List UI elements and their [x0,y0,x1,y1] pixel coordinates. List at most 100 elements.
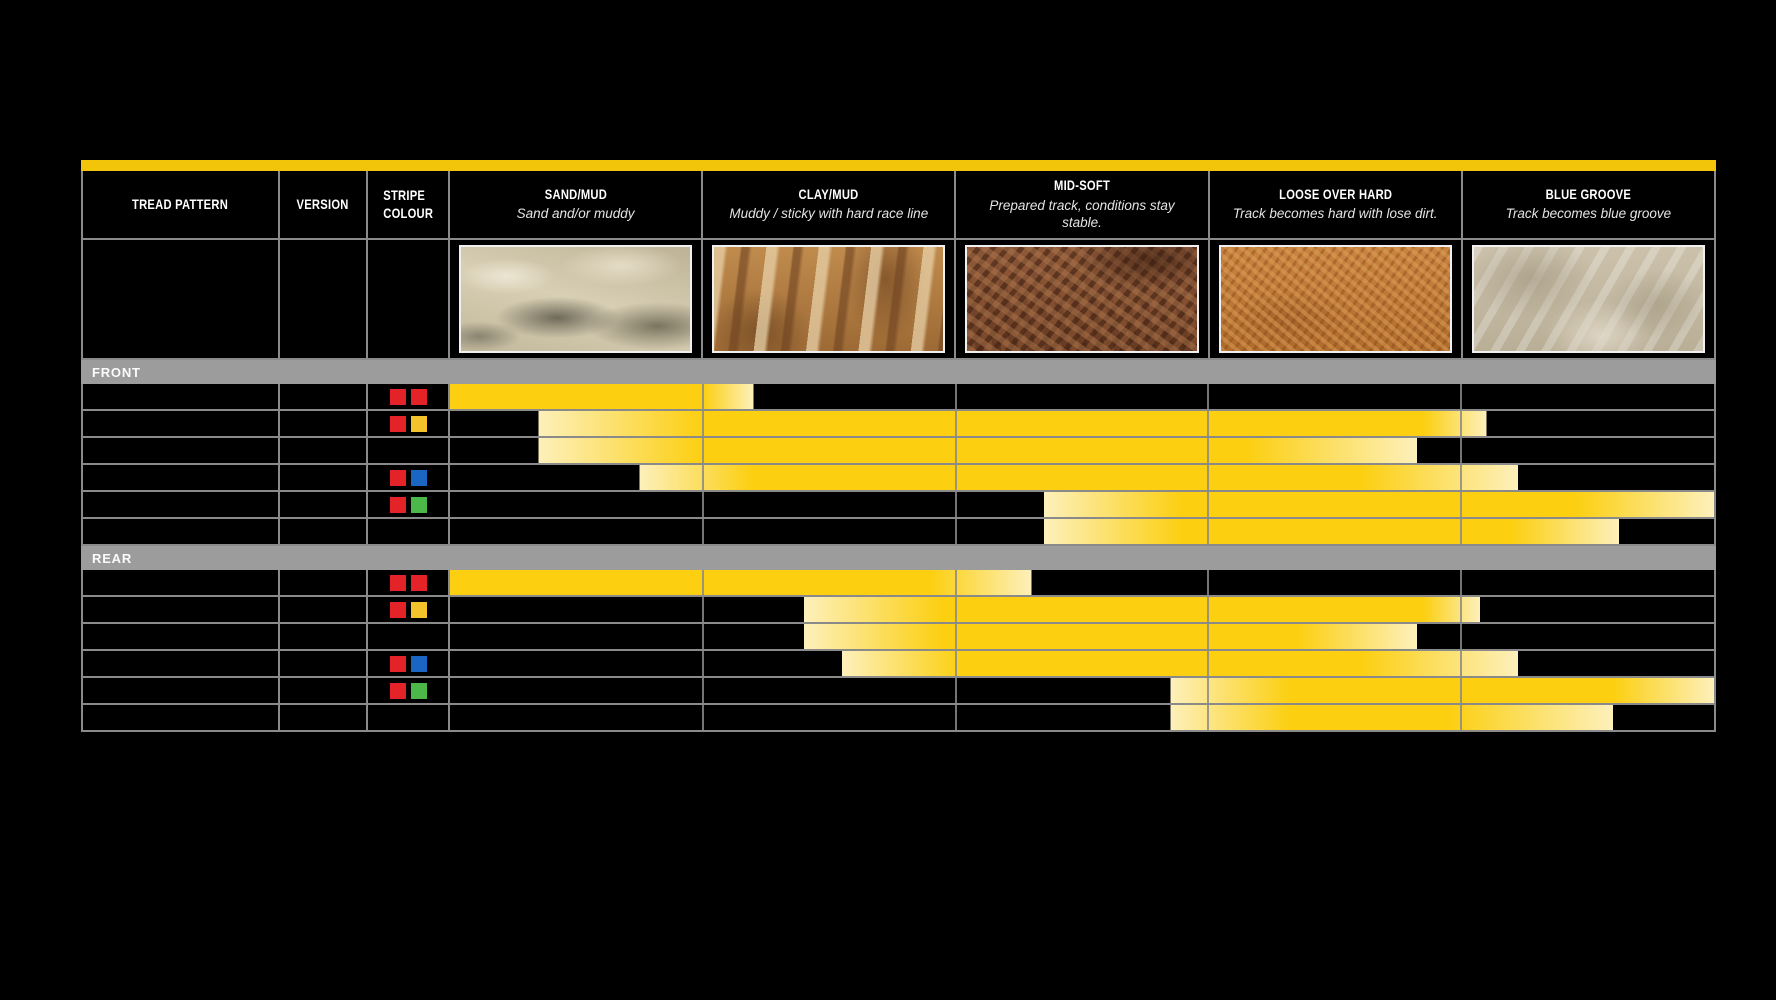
column-gridline [701,411,704,436]
column-gridline [954,465,957,490]
terrain-photo-cells [450,240,1714,358]
section-label: REAR [92,550,133,566]
tread-pattern-cell [83,705,280,730]
terrain-title: MID-SOFT [1053,177,1111,194]
stripe-colour-photo-cell [368,240,450,358]
version-cell [280,465,368,490]
stripe-colour-cell [368,705,450,730]
stripe-swatch-green [410,682,427,699]
terrain-suitability-bar [450,411,1714,436]
tyre-row-rear-red-blue [81,651,1716,678]
terrain-suitability-bar [450,438,1714,463]
column-gridline [1460,624,1463,649]
column-gridline [954,570,957,595]
column-gridline [1207,519,1210,544]
column-gridline [1460,384,1463,409]
column-gridline [701,465,704,490]
terrain-title: SAND/MUD [544,185,607,202]
terrain-subtitle: Track becomes blue groove [1505,206,1672,222]
tyre-row-front-red-red [81,384,1716,411]
column-gridline [1207,492,1210,517]
stripe-colour-cell [368,624,450,649]
column-gridline [701,651,704,676]
column-gridline [1460,492,1463,517]
terrain-suitability-bar [450,597,1714,622]
version-cell [280,597,368,622]
stripe-colour-cell [368,411,450,436]
stripe-colour-cell [368,438,450,463]
column-gridline [1460,705,1463,730]
accent-top-bar [81,160,1716,171]
column-gridline [701,438,704,463]
terrain-header-clay-mud: CLAY/MUD Muddy / sticky with hard race li… [703,171,957,238]
tread-pattern-cell [83,519,280,544]
terrain-photo-cell-blue-groove [1463,240,1714,358]
column-gridline [1207,624,1210,649]
version-cell [280,705,368,730]
column-gridline [1207,570,1210,595]
version-cell [280,678,368,703]
stripe-colour-cell [368,597,450,622]
column-gridline [1207,705,1210,730]
column-gridline [701,519,704,544]
column-gridline [954,492,957,517]
terrain-photo-sand-mud [459,245,693,353]
terrain-photo-cell-mid-soft [956,240,1210,358]
column-gridline [1207,384,1210,409]
table-sections: FRONT REAR [81,360,1716,732]
header-row: TREAD PATTERN VERSION STRIPE COLOUR SAND… [81,171,1716,240]
version-label: VERSION [296,195,350,212]
terrain-suitability-area [450,438,1714,463]
stripe-swatch-blue [410,469,427,486]
terrain-header-loose-over-hard: LOOSE OVER HARD Track becomes hard with l… [1210,171,1463,238]
column-gridline [1460,597,1463,622]
tread-pattern-cell [83,651,280,676]
stripe-swatch-red [389,601,406,618]
stripe-swatch-red [389,388,406,405]
tread-pattern-cell [83,678,280,703]
column-gridline [954,597,957,622]
column-header-version: VERSION [280,171,368,238]
stripe-swatch-red [389,415,406,432]
version-cell [280,519,368,544]
stripe-swatch-red [410,388,427,405]
terrain-title: CLAY/MUD [798,185,859,202]
terrain-header-blue-groove: BLUE GROOVE Track becomes blue groove [1463,171,1714,238]
tread-pattern-label: TREAD PATTERN [132,195,229,212]
terrain-suitability-bar [450,384,1714,409]
stripe-swatch-red [389,682,406,699]
column-gridline [701,597,704,622]
column-gridline [701,624,704,649]
terrain-suitability-bar [450,519,1714,544]
tyre-row-front-plain [81,438,1716,465]
stripe-swatch-blue [410,655,427,672]
column-gridline [1460,678,1463,703]
column-gridline [1460,438,1463,463]
stripe-swatch-green [410,496,427,513]
stripe-colour-cell [368,519,450,544]
tyre-row-front-red-green [81,492,1716,519]
stripe-colour-cell [368,492,450,517]
tread-pattern-cell [83,438,280,463]
column-gridline [1460,570,1463,595]
version-cell [280,570,368,595]
column-gridline [1460,519,1463,544]
version-cell [280,492,368,517]
terrain-suitability-area [450,570,1714,595]
terrain-suitability-area [450,492,1714,517]
column-gridline [1207,597,1210,622]
terrain-header-sand-mud: SAND/MUD Sand and/or muddy [450,171,704,238]
column-header-tread-pattern: TREAD PATTERN [83,171,280,238]
stripe-swatch-red [389,655,406,672]
terrain-subtitle: Track becomes hard with lose dirt. [1232,206,1438,222]
tread-pattern-cell [83,624,280,649]
stripe-swatch-red [389,469,406,486]
tyre-row-rear-red-green [81,678,1716,705]
column-header-stripe-colour: STRIPE COLOUR [368,171,450,238]
terrain-suitability-area [450,678,1714,703]
stripe-swatch-red [389,496,406,513]
tread-pattern-cell [83,570,280,595]
terrain-headers: SAND/MUD Sand and/or muddy CLAY/MUD Muddy /… [450,171,1714,238]
version-cell [280,384,368,409]
photo-row [81,240,1716,360]
